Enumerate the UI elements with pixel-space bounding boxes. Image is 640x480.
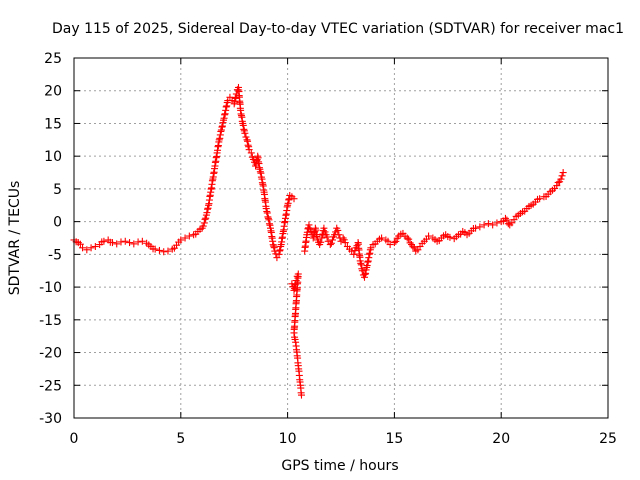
data-point bbox=[378, 234, 386, 242]
x-tick-label: 10 bbox=[279, 431, 297, 447]
y-tick-label: -25 bbox=[39, 378, 62, 394]
data-point bbox=[241, 129, 249, 137]
data-point bbox=[536, 195, 544, 203]
data-point bbox=[553, 182, 561, 190]
data-point bbox=[151, 245, 159, 253]
data-point bbox=[155, 246, 163, 254]
data-point bbox=[130, 240, 138, 248]
plot-frame bbox=[73, 57, 609, 419]
data-point-fill bbox=[323, 233, 331, 241]
data-point bbox=[480, 221, 488, 229]
data-point bbox=[87, 244, 95, 252]
data-point bbox=[164, 247, 172, 255]
y-tick-label: -15 bbox=[39, 313, 62, 329]
data-point bbox=[126, 239, 134, 247]
x-axis-tick-labels: 0 5 10 15 20 25 bbox=[70, 431, 617, 447]
data-point-fill bbox=[406, 239, 414, 247]
x-tick-label: 25 bbox=[599, 431, 617, 447]
data-point bbox=[79, 244, 87, 252]
data-point bbox=[403, 234, 411, 242]
data-point bbox=[326, 241, 334, 249]
data-point bbox=[91, 243, 99, 251]
data-point-fill bbox=[327, 239, 335, 247]
data-point bbox=[290, 195, 298, 203]
data-point bbox=[177, 236, 185, 244]
data-points bbox=[70, 83, 567, 399]
data-point-fill bbox=[317, 238, 325, 246]
x-axis-label: GPS time / hours bbox=[281, 458, 398, 474]
data-point bbox=[160, 248, 168, 256]
data-point bbox=[559, 169, 567, 177]
data-point-fill bbox=[504, 220, 512, 228]
y-tick-label: -30 bbox=[39, 411, 62, 427]
data-point bbox=[138, 237, 146, 245]
data-point-fill bbox=[409, 243, 417, 251]
y-axis-label: SDTVAR / TECUs bbox=[7, 181, 23, 296]
data-point-fill bbox=[199, 222, 207, 230]
data-point-fill bbox=[76, 240, 84, 248]
y-tick-label: 5 bbox=[53, 182, 62, 198]
data-point-fill bbox=[334, 226, 342, 234]
data-point-fill bbox=[392, 237, 400, 245]
data-point bbox=[425, 232, 433, 240]
data-point bbox=[335, 231, 343, 239]
data-point-fill bbox=[202, 214, 210, 222]
data-point bbox=[305, 221, 313, 229]
data-point bbox=[297, 391, 305, 399]
data-point bbox=[493, 219, 501, 227]
data-point bbox=[200, 219, 208, 227]
x-tick-label: 15 bbox=[385, 431, 403, 447]
data-point bbox=[83, 246, 91, 254]
y-axis-tick-labels: 25 20 15 10 5 0 -5 -10 -15 -20 -25 -30 bbox=[39, 51, 62, 427]
y-tick-label: 25 bbox=[44, 51, 62, 67]
data-point bbox=[113, 240, 121, 248]
data-point bbox=[489, 221, 497, 229]
data-point bbox=[247, 149, 255, 157]
data-point-fill bbox=[201, 215, 209, 223]
y-tick-label: 0 bbox=[53, 215, 62, 231]
data-point-fill bbox=[410, 244, 418, 252]
y-tick-label: -5 bbox=[48, 247, 62, 263]
data-point bbox=[108, 239, 116, 247]
data-point bbox=[320, 224, 328, 232]
data-point bbox=[476, 223, 484, 231]
y-tick-label: -20 bbox=[39, 346, 62, 362]
x-tick-label: 0 bbox=[70, 431, 79, 447]
data-point bbox=[386, 241, 394, 249]
y-tick-label: 20 bbox=[44, 84, 62, 100]
data-point bbox=[181, 234, 189, 242]
data-point bbox=[117, 238, 125, 246]
data-point bbox=[390, 239, 398, 247]
data-point bbox=[185, 232, 193, 240]
axis-ticks bbox=[73, 57, 609, 419]
chart-title: Day 115 of 2025, Sidereal Day-to-day VTE… bbox=[52, 21, 624, 37]
y-tick-label: 15 bbox=[44, 116, 62, 132]
data-point bbox=[341, 239, 349, 247]
data-point bbox=[121, 237, 129, 245]
data-point bbox=[501, 214, 509, 222]
data-point bbox=[100, 237, 108, 245]
data-point-fill bbox=[503, 216, 511, 224]
data-point bbox=[328, 236, 336, 244]
data-point bbox=[557, 175, 565, 183]
data-point bbox=[446, 233, 454, 241]
data-point-fill bbox=[405, 235, 413, 243]
y-tick-label: -10 bbox=[39, 280, 62, 296]
y-tick-label: 10 bbox=[44, 149, 62, 165]
data-point bbox=[472, 224, 480, 232]
data-point-fill bbox=[558, 172, 566, 180]
data-point bbox=[134, 238, 142, 246]
x-tick-label: 20 bbox=[492, 431, 510, 447]
x-tick-label: 5 bbox=[176, 431, 185, 447]
data-point bbox=[484, 220, 492, 228]
